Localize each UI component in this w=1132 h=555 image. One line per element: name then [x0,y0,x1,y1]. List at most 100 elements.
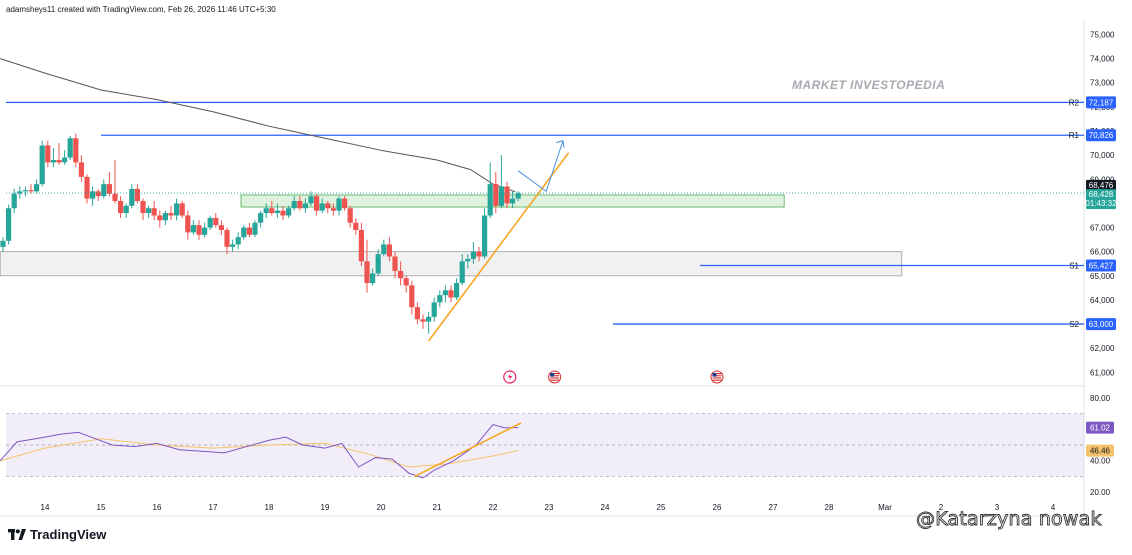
candle [291,196,297,211]
candle-body [17,191,23,194]
candle-body [504,186,510,204]
candle [28,184,34,194]
author-watermark: @Katarzyna nowak [916,508,1102,531]
candle [263,203,269,218]
candle [302,198,308,214]
candle-body [207,217,213,228]
candle [386,237,392,262]
level-tag-s2 [1086,318,1116,331]
candle-body [101,184,107,197]
lightning-icon-bolt [507,373,513,381]
lightning-icon[interactable] [503,370,517,384]
candle [224,227,230,255]
high-price-tag-text: 68,476 [1089,181,1114,190]
us-flag-icon-stripe [550,377,560,379]
candle [347,205,353,228]
candle [493,172,499,214]
time-tick-label: 17 [209,503,218,512]
candle-body [465,258,471,262]
candle [134,184,140,204]
price-tick-label: 73,000 [1090,79,1115,88]
candle-body [151,208,157,216]
time-tick-label: 23 [545,503,554,512]
candle [286,205,292,218]
event-icons[interactable] [503,370,724,384]
time-tick-label: 20 [377,503,386,512]
drawings[interactable] [6,140,1084,342]
candle [39,140,45,187]
candle [230,239,236,252]
us-flag-icon[interactable] [548,370,562,384]
candle-body [403,278,409,286]
time-tick-label: 19 [321,503,330,512]
candle-body [470,251,476,259]
candle-body [370,273,376,284]
time-tick-label: 4 [1051,503,1056,512]
candle-body [56,159,62,163]
us-flag-icon-canton [550,373,555,377]
us-flag-icon-stripe [712,379,722,381]
candle [67,135,73,160]
candle-body [0,240,6,247]
candle-body [291,201,297,209]
high-price-tag [1086,179,1116,191]
candle [392,251,398,279]
candle [190,220,196,235]
axes: 75,00074,00073,00072,00071,00070,00069,0… [41,30,1115,512]
time-tick-label: 14 [41,503,50,512]
candle [157,210,163,228]
candle-body [202,227,208,235]
rsi-pane[interactable] [0,413,1084,479]
candle [56,143,62,165]
candle [454,278,460,300]
candle [95,188,101,201]
level-name-s1: S1 [1069,262,1079,271]
candle-body [392,256,398,271]
level-tag-r2 [1086,96,1116,109]
price-tick-label: 67,000 [1090,224,1115,233]
candle-body [510,198,516,204]
candle [129,184,135,209]
moving-average-line [0,58,516,193]
candle-body [179,203,185,216]
candle-body [297,201,303,209]
candle [202,222,208,238]
candle [319,198,325,214]
candle-body [375,254,381,274]
candle [297,196,303,211]
us-flag-icon[interactable] [710,370,724,384]
price-tick-label: 70,000 [1090,151,1115,160]
price-tick-label: 65,000 [1090,272,1115,281]
candle [6,204,12,245]
candle-body [90,191,96,199]
candle [370,268,376,286]
rsi-ma-line [0,438,519,468]
candle-body [442,290,448,296]
candle [325,201,331,214]
candle-body [431,302,437,317]
candle-body [146,208,152,214]
candle [482,208,488,259]
candle-body [73,138,79,163]
level-tag-r1 [1086,129,1116,142]
candles[interactable] [0,133,521,334]
candle [470,242,476,264]
time-tick-label: 24 [601,503,610,512]
us-flag-icon-ring [548,370,562,384]
candle [476,246,482,262]
candle-body [263,208,269,214]
time-tick-label: 2 [939,503,944,512]
support-zone [0,251,903,277]
candle [101,179,107,199]
tradingview-logo[interactable]: TradingView [8,527,106,542]
candle-body [314,196,320,211]
us-flag-icon-stripe [712,377,722,379]
candle-body [258,213,264,223]
candle-body [11,193,17,209]
candle [280,205,286,221]
candle-body [414,307,420,320]
candle-body [67,138,73,158]
price-tags: 72,187 70,826 65,427 63,000 61.02 46.46 68,476… [1085,96,1117,457]
candle [420,314,426,329]
